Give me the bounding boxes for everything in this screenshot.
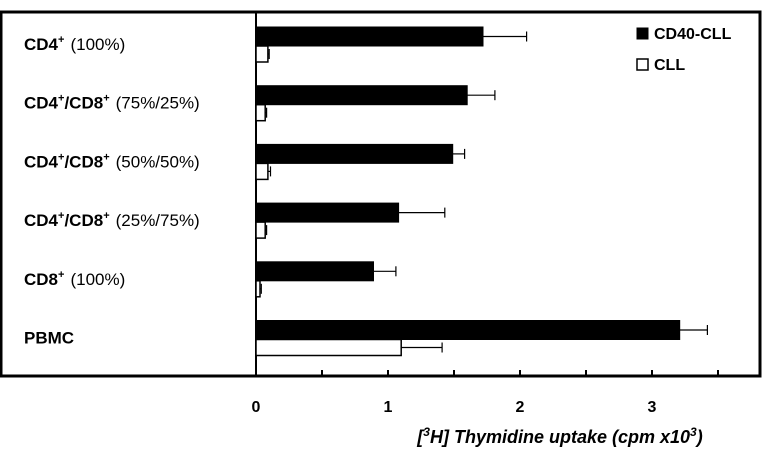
x-ticks: 0 1 2 3: [252, 370, 719, 416]
legend-label-cd40-cll: CD40-CLL: [654, 26, 732, 43]
bar-cll-4: [255, 280, 261, 298]
bar-cll-0: [255, 45, 269, 63]
x-axis-label-mid: H] Thymidine uptake (cpm x10: [430, 427, 690, 447]
category-label-4: CD8+ (100%): [24, 269, 125, 289]
legend: CD40-CLL CLL: [636, 26, 732, 74]
x-axis-label-sup1: 3: [423, 425, 430, 439]
x-tick-label: 0: [252, 399, 261, 416]
x-axis-label-sup2: 3: [690, 425, 697, 439]
legend-swatch-cll: [636, 58, 649, 71]
x-axis-label: [3H] Thymidine uptake (cpm x103): [416, 425, 702, 447]
bars: [255, 26, 709, 357]
category-label-sup2: +: [103, 93, 109, 105]
x-axis-label-post: ): [695, 427, 703, 447]
category-label-2: CD4+/CD8+ (50%/50%): [24, 151, 200, 171]
bar-cd40-cll-4: [255, 261, 374, 282]
x-tick-label: 1: [384, 399, 393, 416]
category-label-main: CD4: [24, 35, 59, 54]
category-label-main: PBMC: [24, 329, 74, 348]
category-labels: CD4+ (100%)CD4+/CD8+ (75%/25%)CD4+/CD8+ (50…: [24, 34, 200, 348]
category-label-main: CD4: [24, 211, 59, 230]
category-label-main2: /CD8: [64, 94, 103, 113]
category-label-sup: +: [58, 93, 64, 105]
x-tick-label: 2: [516, 399, 525, 416]
category-label-sup2: +: [103, 151, 109, 163]
category-label-main: CD8: [24, 270, 58, 289]
bar-cd40-cll-5: [255, 320, 681, 340]
category-label-main2: /CD8: [64, 152, 103, 171]
bar-cd40-cll-1: [255, 85, 468, 106]
category-label-main: CD4: [24, 94, 59, 113]
category-label-sup: +: [58, 210, 64, 222]
category-label-sup: +: [58, 151, 64, 163]
bar-cd40-cll-0: [255, 26, 484, 47]
x-tick-label: 3: [648, 399, 657, 416]
category-label-sup: +: [58, 34, 64, 46]
bar-cd40-cll-2: [255, 143, 454, 164]
category-label-0: CD4+ (100%): [24, 34, 125, 54]
category-label-5: PBMC: [24, 329, 74, 348]
legend-swatch-cd40-cll: [636, 27, 649, 40]
category-label-3: CD4+/CD8+ (25%/75%): [24, 210, 200, 230]
category-label-main: CD4: [24, 152, 59, 171]
plot-frame: [0, 10, 762, 378]
bar-cd40-cll-3: [255, 202, 400, 223]
bar-cll-1: [255, 103, 266, 122]
category-label-main2: /CD8: [64, 211, 103, 230]
legend-label-cll: CLL: [654, 57, 685, 74]
x-axis-label-pre: [: [416, 427, 425, 447]
category-label-1: CD4+/CD8+ (75%/25%): [24, 93, 200, 113]
bar-cll-3: [255, 221, 266, 239]
category-label-pct: (75%/25%): [116, 94, 200, 113]
category-label-pct: (100%): [70, 35, 125, 54]
category-label-pct: (50%/50%): [116, 152, 200, 171]
category-label-pct: (25%/75%): [116, 211, 200, 230]
category-label-sup: +: [58, 269, 64, 281]
category-label-pct: (100%): [70, 270, 125, 289]
bar-cll-5: [255, 338, 402, 357]
category-label-sup2: +: [103, 210, 109, 222]
bar-cll-2: [255, 162, 269, 181]
